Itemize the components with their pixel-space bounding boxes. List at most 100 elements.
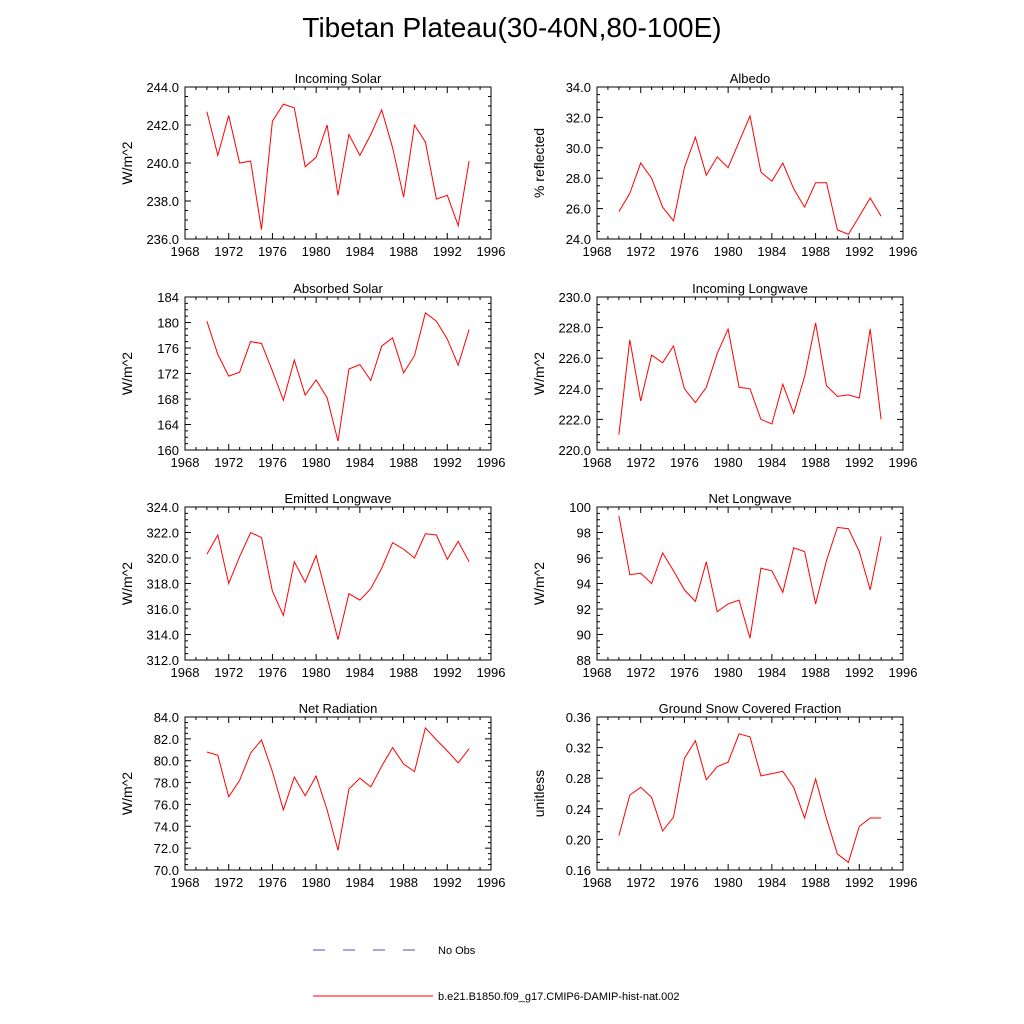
y-tick-label: 320.0 — [146, 551, 179, 566]
x-tick-label: 1976 — [670, 244, 699, 259]
x-tick-label: 1996 — [889, 665, 918, 680]
plot-frame — [184, 86, 492, 240]
y-tick-label: 224.0 — [558, 382, 591, 397]
y-tick-label: 172 — [157, 367, 179, 382]
y-tick-label: 84.0 — [154, 710, 179, 725]
x-tick-label: 1988 — [389, 875, 418, 890]
y-tick-label: 72.0 — [154, 841, 179, 856]
x-tick-label: 1976 — [670, 665, 699, 680]
series-line — [206, 103, 470, 230]
chart-panel: 1968 1972 1976 1980 1984 1988 1992 1996 24.0 26.0… — [531, 71, 917, 259]
y-tick-label: 30.0 — [566, 141, 591, 156]
x-tick-label: 1980 — [714, 455, 743, 470]
x-tick-label: 1996 — [477, 875, 506, 890]
x-tick-label: 1980 — [302, 244, 331, 259]
x-tick-label: 1972 — [626, 244, 655, 259]
y-tick-label: 314.0 — [146, 628, 179, 643]
page-title: Tibetan Plateau(30-40N,80-100E) — [302, 12, 722, 43]
y-tick-label: 24.0 — [566, 232, 591, 247]
y-tick-label: 0.20 — [566, 832, 591, 847]
panel-title: Absorbed Solar — [293, 281, 383, 296]
y-tick-label: 180 — [157, 316, 179, 331]
y-tick-label: 70.0 — [154, 863, 179, 878]
x-tick-label: 1992 — [845, 244, 874, 259]
x-tick-label: 1976 — [670, 875, 699, 890]
panel-title: Net Radiation — [299, 701, 378, 716]
plot-frame — [184, 296, 492, 451]
x-tick-label: 1980 — [714, 665, 743, 680]
x-tick-label: 1988 — [801, 665, 830, 680]
panel-title: Incoming Solar — [295, 71, 382, 86]
x-tick-label: 1976 — [258, 455, 287, 470]
y-tick-label: 0.24 — [566, 802, 591, 817]
y-tick-label: 236.0 — [146, 232, 179, 247]
y-axis-label: W/m^2 — [531, 562, 547, 605]
y-tick-label: 184 — [157, 290, 179, 305]
y-tick-label: 0.32 — [566, 741, 591, 756]
y-tick-label: 222.0 — [558, 412, 591, 427]
y-axis-label: % reflected — [531, 128, 547, 198]
x-tick-label: 1992 — [433, 455, 462, 470]
panel-title: Albedo — [730, 71, 770, 86]
legend-obs-label: No Obs — [438, 945, 476, 957]
panel-title: Incoming Longwave — [692, 281, 808, 296]
series-line — [206, 726, 470, 851]
y-tick-label: 82.0 — [154, 732, 179, 747]
x-tick-label: 1996 — [477, 665, 506, 680]
x-tick-label: 1996 — [889, 875, 918, 890]
x-tick-label: 1984 — [345, 875, 374, 890]
x-tick-label: 1972 — [214, 244, 243, 259]
y-tick-label: 240.0 — [146, 156, 179, 171]
x-tick-label: 1996 — [477, 244, 506, 259]
y-tick-label: 220.0 — [558, 443, 591, 458]
x-tick-label: 1992 — [433, 244, 462, 259]
series-line — [206, 312, 470, 442]
x-tick-label: 1992 — [845, 875, 874, 890]
x-tick-label: 1996 — [889, 455, 918, 470]
y-tick-label: 94 — [577, 577, 591, 592]
panel-title: Emitted Longwave — [285, 491, 392, 506]
series-line — [206, 531, 470, 640]
x-tick-label: 1984 — [345, 665, 374, 680]
x-tick-label: 1992 — [433, 875, 462, 890]
legend-model-label: b.e21.B1850.f09_g17.CMIP6-DAMIP-hist-nat… — [438, 991, 680, 1003]
x-tick-label: 1968 — [583, 875, 612, 890]
x-tick-label: 1976 — [258, 244, 287, 259]
x-tick-label: 1984 — [757, 455, 786, 470]
x-tick-label: 1972 — [626, 455, 655, 470]
y-tick-label: 312.0 — [146, 653, 179, 668]
x-tick-label: 1988 — [801, 244, 830, 259]
chart-panel: 1968 1972 1976 1980 1984 1988 1992 1996 236.0 238… — [119, 71, 505, 259]
x-tick-label: 1992 — [845, 455, 874, 470]
y-tick-label: 230.0 — [558, 290, 591, 305]
series-line — [618, 322, 882, 435]
y-tick-label: 100 — [569, 500, 591, 515]
y-tick-label: 324.0 — [146, 500, 179, 515]
x-tick-label: 1984 — [345, 455, 374, 470]
y-axis-label: W/m^2 — [119, 352, 135, 395]
chart-panel: 1968 1972 1976 1980 1984 1988 1992 1996 70.0 72.0… — [119, 701, 505, 890]
y-tick-label: 228.0 — [558, 321, 591, 336]
x-tick-label: 1980 — [302, 665, 331, 680]
y-tick-label: 238.0 — [146, 194, 179, 209]
y-tick-label: 176 — [157, 341, 179, 356]
y-tick-label: 28.0 — [566, 171, 591, 186]
x-tick-label: 1984 — [757, 244, 786, 259]
x-tick-label: 1976 — [258, 875, 287, 890]
x-tick-label: 1988 — [389, 455, 418, 470]
x-tick-label: 1996 — [477, 455, 506, 470]
y-axis-label: W/m^2 — [119, 772, 135, 815]
x-tick-label: 1984 — [757, 875, 786, 890]
y-tick-label: 26.0 — [566, 202, 591, 217]
y-tick-label: 164 — [157, 418, 179, 433]
y-tick-label: 244.0 — [146, 80, 179, 95]
series-line — [618, 733, 882, 864]
y-tick-label: 74.0 — [154, 819, 179, 834]
series-line — [618, 114, 882, 236]
y-tick-label: 92 — [577, 602, 591, 617]
x-tick-label: 1968 — [583, 665, 612, 680]
x-tick-label: 1972 — [214, 455, 243, 470]
y-tick-label: 168 — [157, 392, 179, 407]
y-tick-label: 322.0 — [146, 526, 179, 541]
